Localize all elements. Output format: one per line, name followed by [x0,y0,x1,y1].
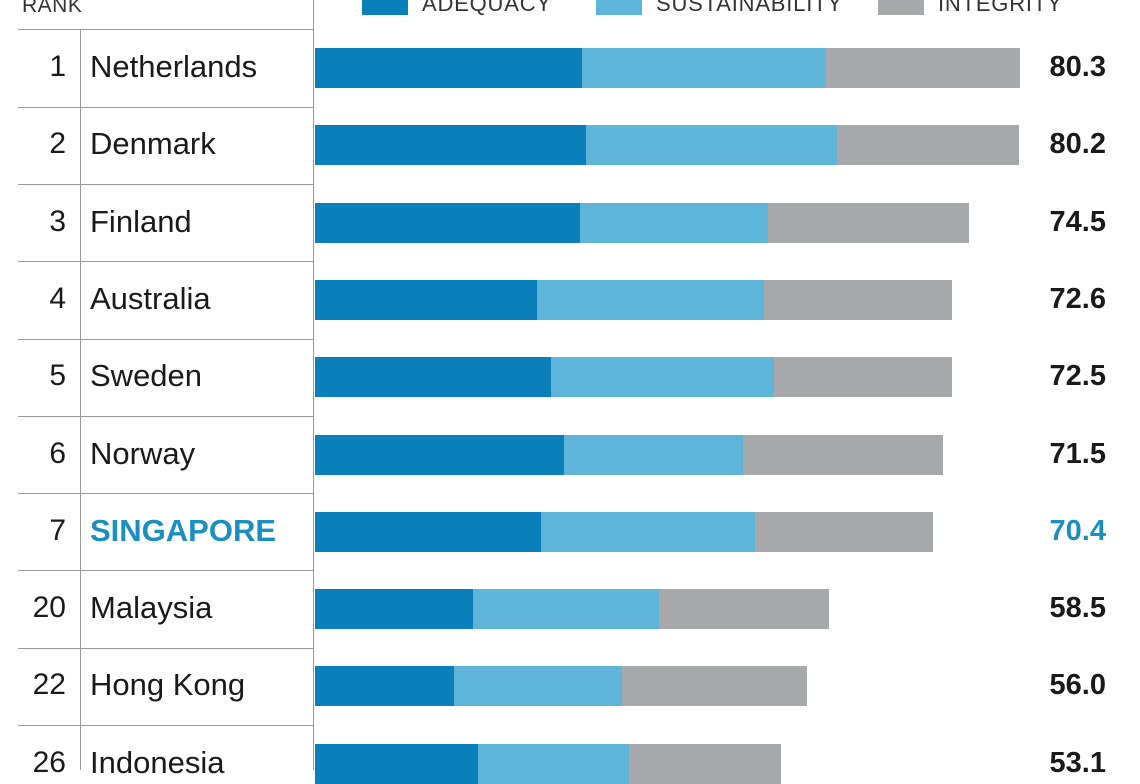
row-separator [18,648,313,649]
bar-segment-integrity [622,666,807,706]
bar-segment-adequacy [315,589,474,629]
bar-segment-adequacy [315,512,541,552]
legend-item-adequacy: ADEQUACY [362,0,552,18]
bar-segment-integrity [659,589,829,629]
country-label: Malaysia [90,590,213,625]
country-label: Indonesia [90,745,225,780]
total-value-label: 80.2 [1049,128,1106,160]
rank-label: 20 [32,591,66,624]
legend-swatch [362,0,408,15]
bar-segment-integrity [763,280,953,320]
legend-label: SUSTAINABILITY [656,0,843,16]
bar-segment-sustainability [540,512,755,552]
bar-segment-sustainability [478,744,630,784]
total-value-label: 70.4 [1049,515,1106,547]
total-value-label: 53.1 [1049,747,1106,779]
country-label: Finland [90,204,192,239]
rank-label: 6 [49,437,66,470]
bar-segment-integrity [774,357,952,397]
country-label: Netherlands [90,49,258,84]
bar-segment-sustainability [551,357,775,397]
row-separator [18,107,313,108]
bar-segment-adequacy [315,666,454,706]
row-separator [18,725,313,726]
pension-index-chart: RANK ADEQUACY SUSTAINABILITY INTEGRITY 1 Neth… [18,0,1106,784]
rank-label: 4 [49,282,66,315]
bar-segment-integrity [825,48,1021,88]
bar-segment-adequacy [315,203,581,243]
row-separator [18,184,313,185]
rank-label: 2 [49,127,66,160]
bar-segment-integrity [629,744,782,784]
bar-segment-sustainability [564,435,743,475]
bar-segment-sustainability [580,203,769,243]
rank-label: 5 [49,359,66,392]
legend-item-sustainability: SUSTAINABILITY [596,0,843,18]
bar-segment-sustainability [586,125,838,165]
rank-divider [80,30,81,770]
legend-label: INTEGRITY [938,0,1063,16]
bar-segment-sustainability [453,666,623,706]
row-separator [18,493,313,494]
bar-segment-integrity [837,125,1020,165]
total-value-label: 58.5 [1049,592,1106,624]
bar-segment-sustainability [537,280,764,320]
bar-segment-integrity [742,435,943,475]
row-separator [18,416,313,417]
total-value-label: 74.5 [1049,206,1106,238]
rank-label: 7 [49,514,66,547]
bar-segment-adequacy [315,125,587,165]
row-separator [18,29,313,30]
total-value-label: 71.5 [1049,438,1106,470]
country-label: Australia [90,281,211,316]
country-label: Hong Kong [90,667,246,702]
country-label: Norway [90,436,196,471]
legend-label: ADEQUACY [422,0,552,16]
country-label: Sweden [90,358,203,393]
total-value-label: 72.5 [1049,360,1106,392]
bar-segment-adequacy [315,280,538,320]
bar-segment-adequacy [315,48,582,88]
row-separator [18,339,313,340]
bar-segment-sustainability [581,48,826,88]
legend-swatch [878,0,924,15]
total-value-label: 72.6 [1049,283,1106,315]
total-value-label: 80.3 [1049,51,1106,83]
country-label: SINGAPORE [90,513,277,548]
legend-item-integrity: INTEGRITY [878,0,1063,18]
legend-swatch [596,0,642,15]
bar-segment-integrity [768,203,970,243]
rank-label: 26 [32,746,66,779]
country-label: Denmark [90,126,216,161]
bar-segment-sustainability [473,589,660,629]
rank-label: 3 [49,205,66,238]
bar-segment-adequacy [315,435,565,475]
bar-segment-integrity [754,512,934,552]
rank-header: RANK [22,0,83,17]
bar-segment-adequacy [315,744,479,784]
rank-label: 1 [49,50,66,83]
bar-segment-adequacy [315,357,552,397]
row-separator [18,570,313,571]
total-value-label: 56.0 [1049,669,1106,701]
row-separator [18,261,313,262]
axis-line [313,0,314,770]
rank-label: 22 [32,668,66,701]
